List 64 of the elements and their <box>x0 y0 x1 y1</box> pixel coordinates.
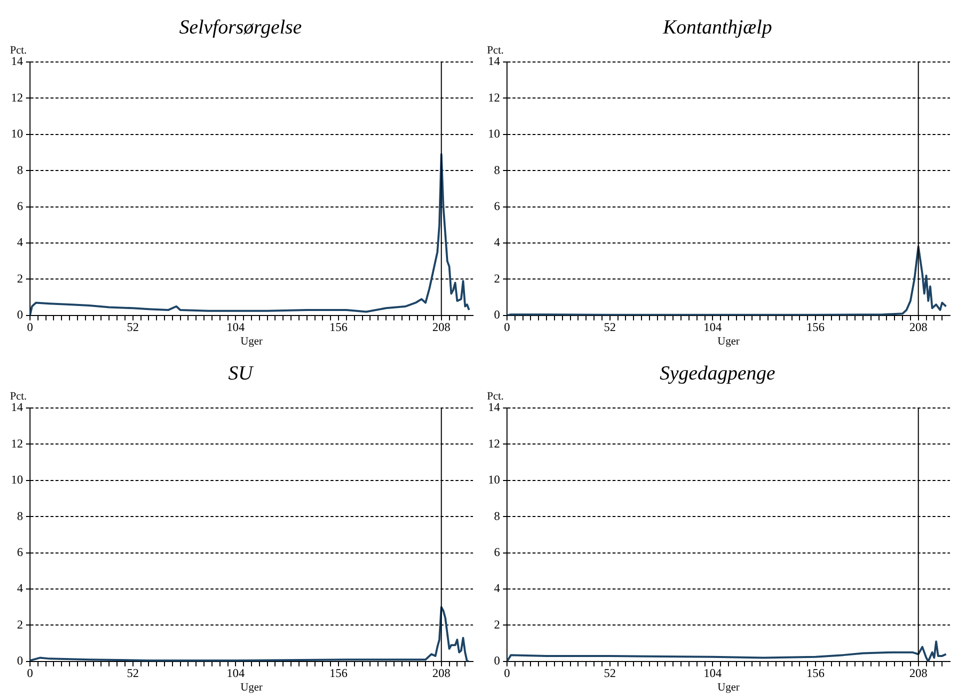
x-tick-label: 0 <box>27 666 33 680</box>
y-axis-title: Pct. <box>10 390 28 402</box>
y-tick-label: 12 <box>488 436 500 450</box>
x-tick-label: 0 <box>504 320 510 334</box>
x-axis-title: Uger <box>718 681 740 694</box>
x-tick-label: 156 <box>330 666 348 680</box>
x-tick-label: 52 <box>604 666 616 680</box>
x-axis-title: Uger <box>240 681 263 694</box>
chart-title: Selvforsørgelse <box>179 16 302 38</box>
y-tick-label: 2 <box>17 271 23 286</box>
y-tick-label: 10 <box>488 126 500 141</box>
y-tick-label: 4 <box>17 235 23 250</box>
y-axis-title: Pct. <box>487 390 504 402</box>
y-tick-label: 10 <box>11 126 23 141</box>
x-tick-label: 52 <box>604 320 616 334</box>
x-axis-title: Uger <box>240 335 263 348</box>
y-tick-label: 0 <box>17 654 23 668</box>
y-tick-label: 8 <box>494 162 500 177</box>
x-tick-label: 0 <box>504 666 510 680</box>
y-tick-label: 2 <box>494 617 500 632</box>
x-tick-label: 156 <box>806 320 825 334</box>
y-tick-label: 14 <box>488 400 500 414</box>
y-tick-label: 10 <box>11 472 23 487</box>
y-tick-label: 2 <box>494 271 500 286</box>
y-tick-label: 6 <box>17 198 23 213</box>
y-axis-title: Pct. <box>487 44 504 56</box>
y-tick-label: 0 <box>17 308 23 322</box>
x-tick-label: 156 <box>806 666 825 680</box>
y-tick-label: 12 <box>11 90 23 104</box>
x-axis-title: Uger <box>718 335 740 348</box>
x-tick-label: 208 <box>432 666 450 680</box>
y-tick-label: 14 <box>11 54 23 68</box>
y-tick-label: 4 <box>494 581 500 596</box>
y-tick-label: 4 <box>494 235 500 250</box>
x-tick-label: 208 <box>909 320 928 334</box>
y-tick-label: 12 <box>11 436 23 450</box>
x-tick-label: 52 <box>126 666 139 680</box>
y-tick-label: 8 <box>17 508 23 523</box>
y-tick-label: 0 <box>494 654 500 668</box>
y-tick-label: 6 <box>494 198 500 213</box>
x-tick-label: 104 <box>704 320 722 334</box>
x-tick-label: 0 <box>27 320 33 334</box>
y-tick-label: 6 <box>494 544 500 559</box>
y-tick-label: 8 <box>494 508 500 523</box>
y-tick-label: 12 <box>488 90 500 104</box>
y-tick-label: 8 <box>17 162 23 177</box>
x-tick-label: 104 <box>226 320 245 334</box>
chart-title: Kontanthjælp <box>662 16 772 38</box>
y-tick-label: 6 <box>17 544 23 559</box>
chart-title: Sygedagpenge <box>660 362 776 384</box>
x-tick-label: 156 <box>330 320 348 334</box>
x-tick-label: 104 <box>704 666 722 680</box>
y-tick-label: 14 <box>11 400 23 414</box>
x-tick-label: 104 <box>226 666 245 680</box>
chart-title: SU <box>228 362 254 384</box>
y-tick-label: 10 <box>488 472 500 487</box>
y-tick-label: 0 <box>494 308 500 322</box>
x-tick-label: 208 <box>909 666 928 680</box>
y-tick-label: 14 <box>488 54 500 68</box>
x-tick-label: 52 <box>126 320 139 334</box>
x-tick-label: 208 <box>432 320 450 334</box>
y-tick-label: 4 <box>17 581 23 596</box>
y-axis-title: Pct. <box>10 44 28 56</box>
y-tick-label: 2 <box>17 617 23 632</box>
